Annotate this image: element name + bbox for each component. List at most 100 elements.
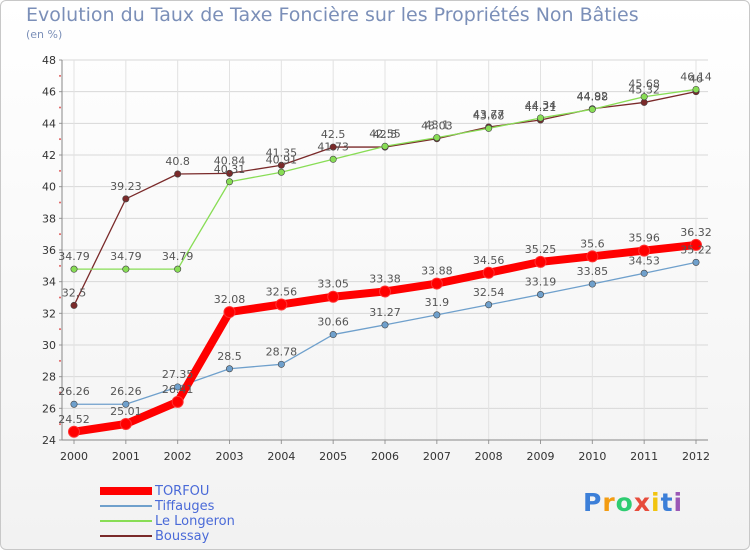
data-label-le-longeron: 40.91	[266, 153, 298, 166]
legend-swatch-boussay	[100, 535, 152, 537]
data-label-boussay: 46	[689, 73, 703, 86]
data-point-tiffauges	[640, 269, 648, 277]
data-label-tiffauges: 35.22	[680, 243, 712, 256]
y-tick-label-26: 26	[42, 402, 56, 415]
data-label-le-longeron: 41.73	[317, 140, 349, 153]
data-point-le-longeron	[174, 265, 182, 273]
data-point-tiffauges	[381, 321, 389, 329]
data-label-torfou: 35.96	[628, 232, 660, 245]
legend-swatch-torfou	[100, 487, 152, 495]
data-label-torfou: 35.6	[580, 237, 605, 250]
data-label-le-longeron: 44.88	[577, 90, 609, 103]
x-tick-label-2007: 2007	[423, 450, 451, 463]
chart-legend: TORFOU Tiffauges Le Longeron Boussay	[100, 484, 320, 544]
legend-swatch-le-longeron	[100, 520, 152, 522]
y-tick-label-32: 32	[42, 307, 56, 320]
legend-swatch-tiffauges	[100, 505, 152, 507]
y-tick-label-28: 28	[42, 371, 56, 384]
data-label-torfou: 32.56	[266, 285, 298, 298]
legend-item-boussay: Boussay	[100, 529, 320, 544]
data-label-boussay: 45.32	[628, 83, 660, 96]
data-point-tiffauges	[70, 400, 78, 408]
data-label-torfou: 33.88	[421, 265, 453, 278]
data-label-boussay: 42.5	[373, 128, 398, 141]
legend-label-torfou: TORFOU	[155, 484, 210, 499]
data-point-tiffauges	[174, 383, 182, 391]
y-minor-tick	[59, 74, 61, 77]
logo-letter: r	[602, 488, 616, 517]
x-tick-label-2012: 2012	[682, 450, 710, 463]
y-minor-tick	[59, 391, 61, 394]
legend-label-boussay: Boussay	[155, 529, 210, 544]
data-label-tiffauges: 30.66	[317, 316, 349, 329]
data-label-boussay: 40.8	[165, 155, 190, 168]
legend-item-tiffauges: Tiffauges	[100, 499, 320, 514]
data-label-tiffauges: 33.19	[525, 275, 557, 288]
logo-letter: o	[615, 488, 634, 517]
chart-title: Evolution du Taux de Taxe Foncière sur l…	[26, 4, 639, 26]
data-label-le-longeron: 46.14	[680, 70, 712, 83]
data-point-boussay	[122, 195, 130, 203]
logo-letter: i	[651, 488, 661, 517]
data-point-boussay	[70, 301, 78, 309]
data-label-boussay: 41.35	[266, 146, 298, 159]
data-point-tiffauges	[692, 258, 700, 266]
data-point-le-longeron	[692, 85, 700, 93]
data-point-tiffauges	[277, 360, 285, 368]
data-point-torfou	[534, 255, 547, 268]
x-tick-label-2002: 2002	[164, 450, 192, 463]
data-point-torfou	[171, 395, 184, 408]
y-minor-tick	[59, 233, 61, 236]
data-label-le-longeron: 34.79	[162, 250, 194, 263]
data-label-tiffauges: 31.27	[369, 306, 401, 319]
data-point-boussay	[226, 169, 234, 177]
data-point-tiffauges	[226, 365, 234, 373]
x-tick-label-2000: 2000	[60, 450, 88, 463]
y-tick-label-48: 48	[42, 54, 56, 67]
data-point-boussay	[174, 170, 182, 178]
x-tick-label-2001: 2001	[112, 450, 140, 463]
data-point-torfou	[638, 244, 651, 257]
legend-item-torfou: TORFOU	[100, 484, 320, 499]
data-label-le-longeron: 34.79	[110, 250, 142, 263]
data-point-tiffauges	[329, 331, 337, 339]
data-point-tiffauges	[485, 301, 493, 309]
data-label-boussay: 39.23	[110, 180, 142, 193]
data-label-boussay: 44.92	[577, 90, 609, 103]
legend-label-le-longeron: Le Longeron	[155, 514, 235, 529]
data-label-tiffauges: 28.5	[217, 350, 242, 363]
x-tick-label-2003: 2003	[216, 450, 244, 463]
data-label-torfou: 25.01	[110, 405, 142, 418]
data-point-torfou	[379, 285, 391, 298]
data-label-le-longeron: 44.34	[525, 99, 557, 112]
data-label-tiffauges: 31.9	[425, 296, 450, 309]
data-label-boussay: 44.21	[525, 101, 557, 114]
data-label-tiffauges: 28.78	[266, 345, 298, 358]
data-point-le-longeron	[226, 178, 234, 186]
x-tick-label-2011: 2011	[630, 450, 658, 463]
data-label-boussay: 43.77	[473, 108, 505, 121]
data-label-le-longeron: 43.1	[425, 119, 450, 132]
data-label-le-longeron: 43.68	[473, 109, 505, 122]
logo-letter: i	[673, 488, 684, 517]
data-point-torfou	[482, 266, 495, 279]
data-label-boussay: 32.5	[62, 286, 87, 299]
x-tick-label-2006: 2006	[371, 450, 399, 463]
legend-label-tiffauges: Tiffauges	[155, 499, 215, 514]
logo-letter: t	[660, 488, 674, 517]
y-tick-label-42: 42	[42, 149, 56, 162]
y-minor-tick	[59, 264, 61, 267]
data-label-torfou: 34.56	[473, 254, 505, 267]
proxiti-logo: Proxiti	[583, 488, 683, 517]
data-label-tiffauges: 34.53	[628, 254, 660, 267]
logo-letter: x	[633, 488, 651, 517]
x-tick-label-2008: 2008	[475, 450, 503, 463]
data-label-torfou: 26.41	[162, 383, 194, 396]
y-tick-label-46: 46	[42, 86, 56, 99]
data-point-torfou	[275, 298, 288, 311]
data-label-boussay: 42.5	[321, 128, 346, 141]
y-tick-label-34: 34	[42, 276, 56, 289]
data-label-tiffauges: 26.26	[110, 385, 142, 398]
data-point-tiffauges	[536, 290, 544, 298]
y-tick-label-44: 44	[42, 117, 56, 130]
